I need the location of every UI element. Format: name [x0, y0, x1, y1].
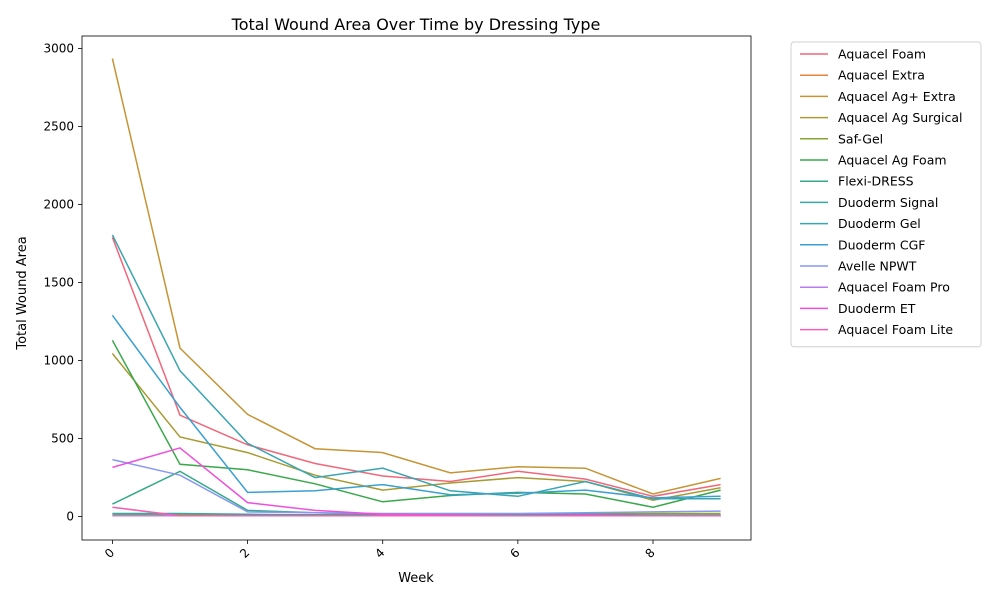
legend-label: Aquacel Foam Lite: [838, 322, 953, 337]
y-tick-label: 0: [66, 510, 74, 524]
x-tick-label: 6: [507, 546, 522, 561]
y-axis-label: Total Wound Area: [15, 236, 30, 350]
series-line-2: [111, 58, 721, 495]
series-line-8: [111, 234, 721, 500]
x-tick-label: 0: [102, 546, 117, 561]
y-tick-label: 1000: [43, 354, 74, 368]
legend-label: Aquacel Ag Foam: [838, 153, 947, 168]
series-line-9: [111, 314, 721, 499]
legend-label: Avelle NPWT: [838, 259, 917, 274]
legend-frame: [790, 41, 982, 348]
legend-label: Aquacel Ag+ Extra: [838, 89, 956, 104]
legend-label: Aquacel Ag Surgical: [838, 110, 963, 125]
legend: Aquacel Foam Aquacel Extra Aquacel Ag+ Ext…: [790, 41, 982, 348]
series-line-10: [112, 458, 721, 515]
legend-label: Duoderm CGF: [838, 237, 926, 252]
axes-frame: [81, 35, 752, 541]
legend-label: Aquacel Extra: [838, 68, 925, 83]
y-tick-label: 500: [51, 432, 74, 446]
legend-label: Saf-Gel: [838, 131, 883, 146]
series-line-13: [112, 506, 721, 517]
legend-label: Duoderm Signal: [838, 195, 938, 210]
x-tick-label: 8: [643, 546, 658, 561]
x-tick-label: 2: [237, 546, 252, 561]
x-axis-label: Week: [398, 571, 434, 586]
y-tick-label: 2000: [43, 198, 74, 212]
series-line-0: [111, 237, 721, 498]
y-tick-label: 3000: [43, 41, 74, 55]
chart-title: Total Wound Area Over Time by Dressing T…: [231, 15, 601, 34]
legend-label: Duoderm ET: [838, 301, 916, 316]
x-tick-label: 4: [372, 546, 387, 561]
y-tick-label: 2500: [43, 120, 74, 134]
series-line-5: [111, 339, 721, 508]
legend-label: Aquacel Foam: [838, 47, 926, 62]
legend-label: Flexi-DRESS: [838, 174, 914, 189]
plot-area: 0 2 4 6 8 0 500 1000 1500 2000 2500 3000: [43, 35, 752, 561]
y-tick-label: 1500: [43, 276, 74, 290]
legend-label: Duoderm Gel: [838, 216, 921, 231]
legend-label: Aquacel Foam Pro: [838, 280, 950, 295]
series-line-12: [112, 447, 721, 517]
